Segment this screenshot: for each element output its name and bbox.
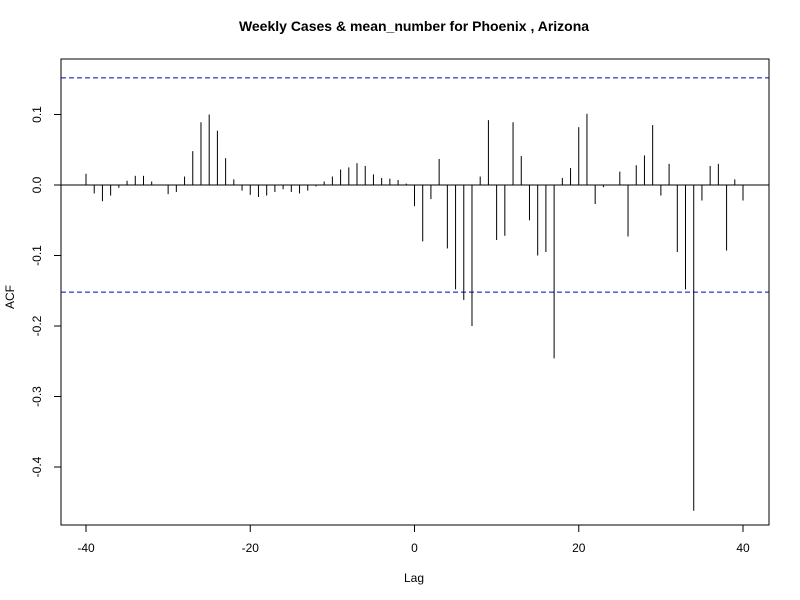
x-tick-label: -40 <box>77 541 95 555</box>
confidence-bounds <box>61 77 769 293</box>
x-axis-label: Lag <box>404 571 424 585</box>
x-tick-label: 0 <box>411 541 418 555</box>
y-axis-label: ACF <box>3 285 17 309</box>
y-axis: -0.4 -0.3 -0.2 -0.1 0.0 0.1 <box>30 106 61 477</box>
y-tick-label: -0.1 <box>30 245 44 266</box>
y-tick-label: -0.3 <box>30 386 44 407</box>
x-tick-label: 40 <box>736 541 750 555</box>
x-tick-label: -20 <box>242 541 260 555</box>
chart-title: Weekly Cases & mean_number for Phoenix ,… <box>239 18 589 34</box>
y-tick-label: 0.0 <box>30 176 44 193</box>
acf-bars <box>85 113 744 511</box>
y-tick-label: -0.4 <box>30 456 44 477</box>
y-tick-label: -0.2 <box>30 315 44 336</box>
x-axis: -40 -20 0 20 40 <box>77 525 750 555</box>
x-tick-label: 20 <box>572 541 586 555</box>
y-tick-label: 0.1 <box>30 106 44 123</box>
